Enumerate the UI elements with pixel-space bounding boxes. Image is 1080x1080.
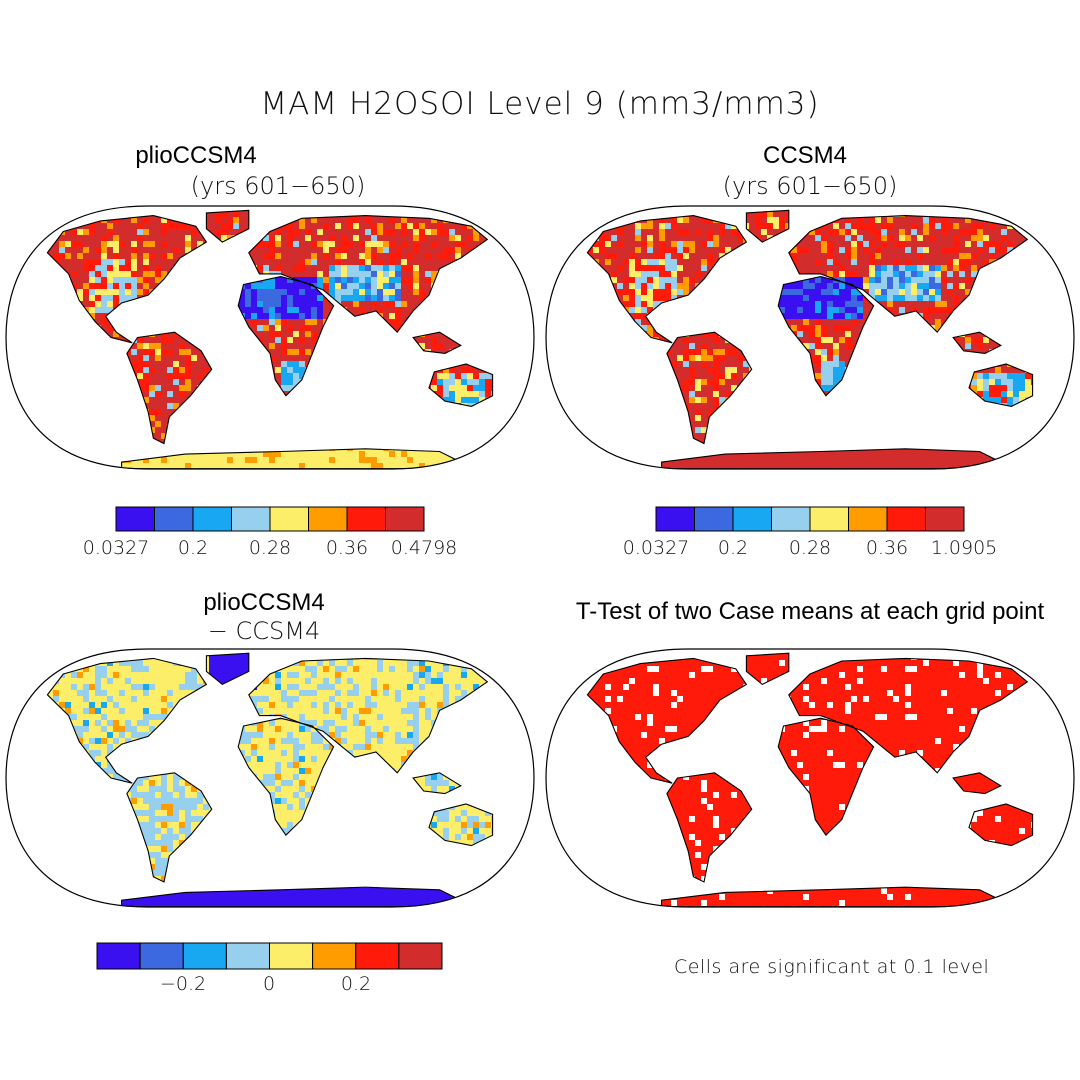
map-border xyxy=(5,648,535,908)
colorbar-swatch xyxy=(355,942,400,970)
colorbar-swatch xyxy=(655,506,695,532)
figure-title: MAM H2OSOI Level 9 (mm3/mm3) xyxy=(260,86,820,122)
colorbar-swatch xyxy=(346,506,386,532)
coastline-greenland xyxy=(205,652,250,686)
significance-note: Cells are significant at 0.1 level xyxy=(674,956,990,978)
coastline-southAmerica xyxy=(126,772,213,883)
coastline-australia xyxy=(428,363,494,407)
colorbar-swatch xyxy=(771,506,811,532)
colorbar-swatch xyxy=(848,506,888,532)
colorbar-swatch xyxy=(925,506,965,532)
coastline-australia xyxy=(968,363,1034,407)
colorbar-swatch xyxy=(732,506,772,532)
colorbar-swatch xyxy=(809,506,849,532)
colorbar-swatch xyxy=(385,506,425,532)
colorbar-ccsm4 xyxy=(655,506,965,532)
coastline-australia xyxy=(968,803,1034,847)
map-border xyxy=(545,205,1075,470)
colorbar-swatch xyxy=(398,942,443,970)
coastline-greenland xyxy=(745,652,790,686)
coastline-seAsia xyxy=(412,331,462,354)
map-ttest xyxy=(545,648,1075,908)
colorbar-swatch xyxy=(192,506,232,532)
coastline-southAmerica xyxy=(666,772,753,883)
colorbar-swatch xyxy=(225,942,270,970)
map-diff xyxy=(5,648,535,908)
coastline-southAmerica xyxy=(666,331,753,445)
coastline-northAmerica xyxy=(46,215,208,344)
colorbar-swatch xyxy=(139,942,184,970)
coastline-australia xyxy=(428,803,494,847)
coastline-northAmerica xyxy=(586,657,748,784)
coastline-africa xyxy=(237,276,335,397)
map-border xyxy=(545,648,1075,908)
colorbar-swatch xyxy=(269,942,314,970)
colorbar-swatch xyxy=(182,942,227,970)
coastline-southAmerica xyxy=(126,331,213,445)
colorbar-swatch xyxy=(231,506,271,532)
map-border xyxy=(5,205,535,470)
coastline-northAmerica xyxy=(586,215,748,344)
coastline-seAsia xyxy=(952,772,1002,795)
colorbar-swatch xyxy=(115,506,155,532)
coastline-seAsia xyxy=(952,331,1002,354)
colorbar-diff xyxy=(96,942,443,970)
colorbar-swatch xyxy=(886,506,926,532)
colorbar-swatch xyxy=(312,942,357,970)
coastline-northAmerica xyxy=(46,657,208,784)
coastline-africa xyxy=(237,717,335,837)
colorbar-swatch xyxy=(96,942,141,970)
colorbar-swatch xyxy=(154,506,194,532)
colorbar-swatch xyxy=(269,506,309,532)
colorbar-swatch xyxy=(308,506,348,532)
colorbar-swatch xyxy=(694,506,734,532)
coastline-greenland xyxy=(205,209,250,243)
coastline-africa xyxy=(777,276,875,397)
coastline-greenland xyxy=(745,209,790,243)
map-plio xyxy=(5,205,535,470)
colorbar-plio xyxy=(115,506,425,532)
coastline-seAsia xyxy=(412,772,462,795)
map-ccsm4 xyxy=(545,205,1075,470)
coastline-africa xyxy=(777,717,875,837)
